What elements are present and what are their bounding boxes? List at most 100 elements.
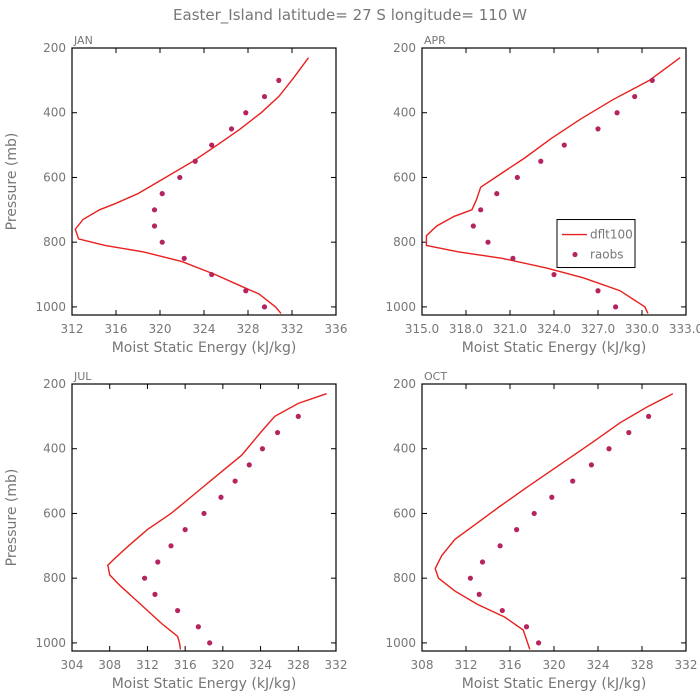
y-axis-label: Pressure (mb) [4, 469, 20, 567]
y-tick-label: 800 [43, 235, 66, 249]
data-point-raobs [476, 591, 482, 597]
panel-label: JUL [73, 370, 92, 383]
data-point-raobs [632, 93, 638, 100]
y-tick-label: 800 [43, 571, 66, 585]
plot-frame [71, 47, 337, 316]
data-point-raobs [218, 494, 224, 500]
data-point-raobs [243, 288, 249, 294]
x-tick-label: 308 [98, 658, 121, 672]
series-line-dflt100 [434, 393, 674, 650]
data-point-raobs [207, 640, 213, 646]
data-point-raobs [549, 494, 555, 500]
data-point-raobs [175, 607, 181, 614]
panel-jan: JAN 312 316 320 324 328 332 336 200 400 600 800 1000… [4, 34, 347, 356]
data-point-raobs [649, 77, 655, 83]
data-point-raobs [155, 559, 161, 565]
data-point-raobs [523, 624, 530, 630]
data-point-raobs [159, 191, 165, 197]
series-line-dflt100 [74, 57, 310, 314]
y-tick-label: 400 [393, 106, 416, 120]
data-point-raobs [478, 207, 484, 213]
data-point-raobs [182, 527, 188, 533]
y-tick-label: 400 [393, 442, 416, 456]
data-point-raobs [177, 174, 183, 181]
y-tick-label: 200 [393, 41, 416, 55]
x-tick-label: 320 [543, 658, 566, 672]
data-point-raobs [595, 288, 601, 294]
x-tick-label: 324 [587, 658, 610, 672]
y-tick-label: 600 [43, 170, 66, 184]
data-point-raobs [485, 239, 491, 245]
legend-box [556, 219, 636, 269]
x-tick-label: 320 [211, 658, 234, 672]
data-point-raobs [259, 446, 266, 452]
data-point-raobs [195, 624, 201, 630]
data-point-raobs [276, 77, 282, 83]
data-point-raobs [514, 174, 520, 181]
series-line-dflt100 [107, 393, 327, 650]
data-point-raobs [531, 510, 537, 517]
panel-label: JAN [73, 34, 93, 47]
data-point-raobs [514, 527, 520, 533]
x-tick-label: 324.0 [537, 322, 571, 336]
data-point-raobs [232, 478, 238, 484]
y-tick-label: 800 [393, 235, 416, 249]
x-tick-label: 308 [411, 658, 434, 672]
data-point-raobs [228, 126, 235, 132]
data-point-raobs [201, 510, 207, 517]
x-axis-label: Moist Static Energy (kJ/kg) [112, 340, 297, 356]
data-point-raobs [570, 478, 576, 484]
data-point-raobs [261, 304, 268, 310]
x-tick-label: 312 [136, 658, 159, 672]
x-tick-label: 328 [631, 658, 654, 672]
x-tick-label: 327.0 [581, 322, 615, 336]
y-tick-label: 1000 [35, 300, 66, 314]
data-point-raobs [588, 462, 595, 468]
x-tick-label: 312 [455, 658, 478, 672]
series-line-dflt100 [425, 57, 681, 314]
y-tick-label: 800 [393, 571, 416, 585]
y-axis-label: Pressure (mb) [4, 133, 20, 231]
data-point-raobs [626, 429, 632, 436]
data-point-raobs [168, 543, 174, 549]
panels-group: JAN 312 316 320 324 328 332 336 200 400 600 800 1000… [4, 34, 700, 692]
data-point-raobs [606, 446, 612, 452]
data-point-raobs [152, 591, 158, 597]
x-tick-label: 328 [287, 658, 310, 672]
data-point-raobs [181, 255, 187, 261]
data-point-raobs [467, 575, 473, 581]
y-tick-label: 1000 [35, 636, 66, 650]
x-tick-label: 333.0 [669, 322, 700, 336]
data-point-raobs [536, 640, 542, 646]
data-point-raobs [209, 142, 215, 148]
data-point-raobs [613, 304, 619, 310]
data-point-raobs [209, 271, 215, 278]
plot-frame [71, 383, 337, 652]
data-point-raobs [142, 575, 148, 581]
data-point-raobs [295, 413, 301, 419]
y-tick-label: 1000 [385, 636, 416, 650]
data-point-raobs [499, 607, 505, 614]
x-tick-label: 316 [105, 322, 128, 336]
x-tick-label: 328 [237, 322, 260, 336]
legend-label: raobs [590, 248, 624, 262]
data-point-raobs [192, 158, 198, 164]
data-point-raobs [243, 110, 249, 116]
x-tick-label: 318.0 [449, 322, 483, 336]
y-tick-label: 600 [393, 506, 416, 520]
data-point-raobs [246, 462, 252, 468]
x-tick-label: 312 [61, 322, 84, 336]
x-tick-label: 304 [61, 658, 84, 672]
plot-frame [421, 383, 687, 652]
legend-swatch-dot [572, 251, 578, 258]
x-tick-label: 332 [281, 322, 304, 336]
panel-oct: OCT 308 312 316 320 324 328 332 200 400 600 800 1000… [385, 370, 697, 692]
x-tick-label: 316 [499, 658, 522, 672]
data-point-raobs [538, 158, 544, 164]
data-point-raobs [470, 223, 476, 229]
y-tick-label: 600 [393, 170, 416, 184]
figure-title: Easter_Island latitude= 27 S longitude= … [173, 6, 527, 25]
x-tick-label: 324 [249, 658, 272, 672]
x-tick-label: 315.0 [405, 322, 439, 336]
